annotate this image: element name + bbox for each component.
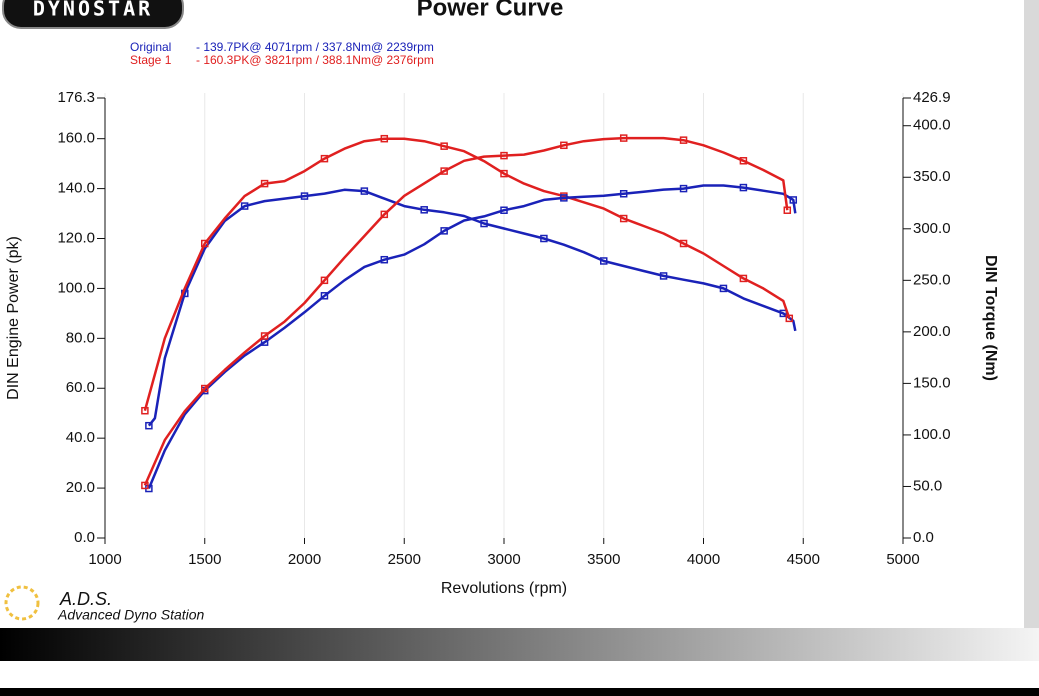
series-line <box>143 136 789 486</box>
side-border <box>1024 0 1039 628</box>
chart-title: Power Curve <box>417 0 564 21</box>
legend-detail: - 160.3PK@ 3821rpm / 388.1Nm@ 2376rpm <box>196 53 434 67</box>
point-marker <box>420 206 428 214</box>
point-marker <box>679 239 688 248</box>
point-marker <box>380 210 389 219</box>
brand: DYNOSTAR <box>33 0 153 21</box>
point-marker <box>560 141 568 150</box>
point-marker <box>440 227 448 235</box>
point-marker <box>619 134 628 142</box>
x-tick-label: 1500 <box>188 551 221 568</box>
y2-tick-label: 0.0 <box>913 529 934 546</box>
point-marker <box>145 421 153 430</box>
point-marker <box>600 257 608 265</box>
brand-badge <box>2 0 184 29</box>
x-tick-label: 2500 <box>388 551 421 568</box>
y2-tick-label: 100.0 <box>913 426 951 443</box>
point-marker <box>320 276 329 285</box>
point-marker <box>783 206 792 214</box>
x-tick-label: 3000 <box>487 551 520 568</box>
y-tick-label: 60.0 <box>66 379 95 396</box>
point-marker <box>789 196 798 204</box>
gradient-bar <box>0 628 1039 661</box>
point-marker <box>679 184 688 193</box>
x-tick-label: 5000 <box>886 551 919 568</box>
point-marker <box>360 187 369 195</box>
y2-tick-label: 300.0 <box>913 220 951 237</box>
point-marker <box>560 194 568 202</box>
y-tick-label: 40.0 <box>66 429 95 446</box>
legend-name: Stage 1 <box>130 53 172 67</box>
point-marker <box>320 154 329 163</box>
y-tick-label: 140.0 <box>57 180 95 197</box>
bottom-bar <box>0 688 1039 696</box>
point-marker <box>320 292 329 300</box>
point-marker <box>739 274 748 283</box>
point-marker <box>619 214 628 223</box>
footer-subtitle: Advanced Dyno Station <box>57 607 205 623</box>
point-marker <box>260 179 269 188</box>
y2-tick-label: 50.0 <box>913 477 942 494</box>
point-marker <box>380 134 389 143</box>
point-marker <box>440 167 448 175</box>
y2-tick-label: 200.0 <box>913 323 951 340</box>
series-line <box>143 137 791 412</box>
point-marker <box>500 151 508 160</box>
point-marker <box>500 169 508 178</box>
y-tick-label: 0.0 <box>74 529 95 546</box>
x-tick-label: 4000 <box>687 551 720 568</box>
y-axis-label: DIN Engine Power (pk) <box>5 236 22 400</box>
y2-tick-label: 350.0 <box>913 168 951 185</box>
point-marker <box>141 481 149 490</box>
y-tick-label: 20.0 <box>66 479 95 496</box>
logo-icon <box>4 585 40 621</box>
y2-tick-label: 250.0 <box>913 271 951 288</box>
point-marker <box>380 255 389 264</box>
point-marker <box>619 190 628 198</box>
point-marker <box>739 157 748 165</box>
y2-tick-label: 400.0 <box>913 117 951 134</box>
y2-tick-label: 150.0 <box>913 374 951 391</box>
y-tick-label: 176.3 <box>57 89 95 106</box>
point-marker <box>201 239 209 248</box>
point-marker <box>300 192 309 200</box>
x-axis-label: Revolutions (rpm) <box>441 580 567 597</box>
y2-axis-label: DIN Torque (Nm) <box>982 255 999 381</box>
x-tick-label: 2000 <box>288 551 321 568</box>
series-line <box>147 184 797 489</box>
x-tick-label: 3500 <box>587 551 620 568</box>
point-marker <box>141 406 149 415</box>
legend-detail: - 139.7PK@ 4071rpm / 337.8Nm@ 2239rpm <box>196 40 434 54</box>
point-marker <box>440 142 448 150</box>
point-marker <box>500 206 508 214</box>
point-marker <box>260 332 269 340</box>
point-marker <box>201 384 209 393</box>
point-marker <box>785 314 794 323</box>
point-marker <box>679 136 688 144</box>
x-tick-label: 1000 <box>88 551 121 568</box>
y2-tick-label: 426.9 <box>913 89 951 106</box>
y-tick-label: 100.0 <box>57 279 95 296</box>
point-marker <box>659 272 668 280</box>
point-marker <box>719 284 728 293</box>
point-marker <box>739 183 748 192</box>
point-marker <box>540 234 548 243</box>
x-tick-label: 4500 <box>787 551 820 568</box>
y-tick-label: 120.0 <box>57 229 95 246</box>
point-marker <box>240 202 249 210</box>
footer-logo: A.D.S. <box>59 589 112 609</box>
legend-name: Original <box>130 40 171 54</box>
y-tick-label: 80.0 <box>66 329 95 346</box>
y-tick-label: 160.0 <box>57 130 95 147</box>
point-marker <box>480 219 488 228</box>
